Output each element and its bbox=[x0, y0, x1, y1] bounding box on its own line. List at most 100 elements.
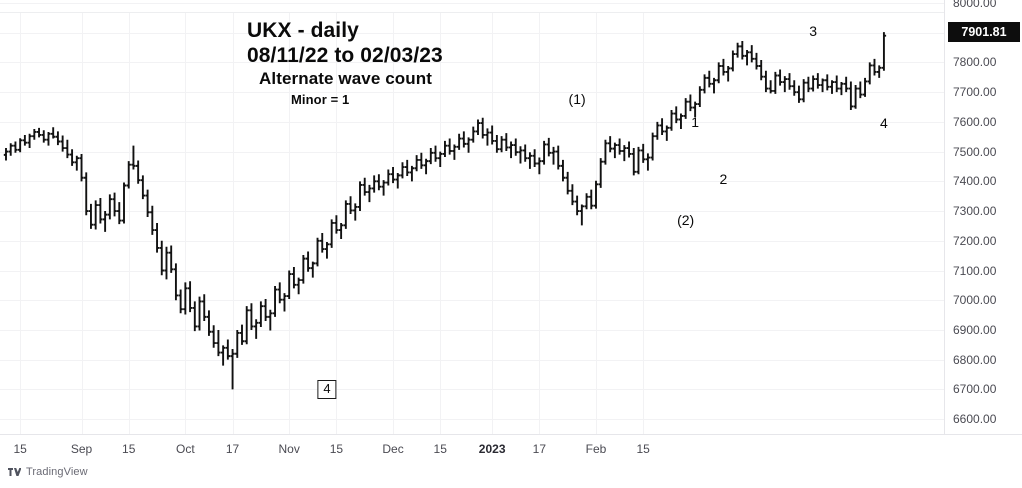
ohlc-bar bbox=[386, 169, 391, 186]
ohlc-bar bbox=[796, 85, 802, 103]
ohlc-bar bbox=[589, 189, 594, 210]
ohlc-bar bbox=[98, 197, 103, 224]
time-tick-label: Oct bbox=[176, 442, 195, 456]
price-tick-label: 6700.00 bbox=[953, 382, 997, 397]
watermark: TradingView bbox=[8, 466, 88, 478]
price-tick-label: 7200.00 bbox=[953, 233, 997, 248]
ohlc-bar bbox=[744, 49, 750, 66]
ohlc-bar bbox=[428, 148, 433, 165]
ohlc-bar bbox=[480, 117, 485, 139]
ohlc-bar bbox=[433, 145, 438, 162]
ohlc-bar bbox=[272, 285, 278, 317]
ohlc-bar bbox=[320, 233, 325, 253]
ohlc-bar bbox=[263, 299, 268, 322]
ohlc-bar bbox=[735, 42, 740, 58]
ohlc-bar bbox=[848, 81, 854, 110]
ohlc-bar bbox=[749, 45, 754, 63]
ohlc-bar bbox=[187, 281, 193, 313]
ohlc-bar bbox=[230, 348, 235, 390]
ohlc-bar bbox=[763, 70, 769, 93]
ohlc-bar bbox=[65, 139, 70, 159]
ohlc-bar bbox=[197, 296, 202, 331]
ohlc-bar bbox=[485, 128, 490, 146]
last-price-badge[interactable]: 7901.81 bbox=[948, 22, 1020, 43]
ohlc-bar bbox=[565, 171, 570, 195]
ohlc-bar bbox=[27, 133, 32, 149]
ohlc-bar bbox=[145, 189, 150, 217]
ohlc-bar bbox=[211, 325, 216, 348]
ohlc-bar bbox=[225, 339, 231, 360]
price-tick-label: 7800.00 bbox=[953, 55, 997, 70]
ohlc-bar bbox=[574, 195, 580, 216]
ohlc-bar bbox=[235, 329, 240, 358]
ohlc-bar bbox=[371, 175, 377, 193]
price-axis[interactable]: 8000.007900.007800.007700.007600.007500.… bbox=[944, 0, 1022, 434]
ohlc-bar bbox=[513, 138, 518, 156]
ohlc-bar bbox=[541, 140, 547, 165]
chart-plot-area[interactable]: (1) (2) 1 2 3 4 4 bbox=[0, 0, 944, 434]
ohlc-bar bbox=[150, 205, 155, 235]
time-tick-label: 15 bbox=[636, 442, 650, 456]
ohlc-bar bbox=[107, 194, 113, 220]
price-tick-label: 7000.00 bbox=[953, 293, 997, 308]
ohlc-bar bbox=[518, 146, 523, 164]
price-tick-label: 7300.00 bbox=[953, 204, 997, 219]
ohlc-bar bbox=[102, 211, 108, 232]
ohlc-bar bbox=[773, 71, 778, 94]
ohlc-bar bbox=[183, 282, 188, 315]
ohlc-bar bbox=[253, 319, 259, 339]
ohlc-bar bbox=[494, 134, 500, 153]
ohlc-bar bbox=[456, 133, 462, 150]
ohlc-bar bbox=[447, 138, 452, 155]
tradingview-logo-icon bbox=[8, 468, 21, 476]
ohlc-bar bbox=[867, 62, 872, 85]
ohlc-bar bbox=[834, 75, 839, 93]
ohlc-bar bbox=[329, 219, 334, 248]
ohlc-bar bbox=[810, 75, 816, 92]
ohlc-bar bbox=[466, 137, 471, 153]
ohlc-bar bbox=[641, 143, 646, 163]
ohlc-bar bbox=[740, 41, 745, 60]
ohlc-bar bbox=[853, 85, 858, 109]
ohlc-bar bbox=[409, 165, 415, 182]
ohlc-bar bbox=[367, 184, 372, 203]
ohlc-bar bbox=[617, 138, 622, 155]
ohlc-bar bbox=[678, 113, 684, 130]
ohlc-bar bbox=[839, 82, 844, 96]
price-tick-label: 6900.00 bbox=[953, 322, 997, 337]
ohlc-bar bbox=[508, 141, 514, 159]
ohlc-bar bbox=[362, 177, 367, 196]
price-tick-label: 7600.00 bbox=[953, 114, 997, 129]
ohlc-bar bbox=[551, 146, 556, 165]
ohlc-bar bbox=[395, 173, 400, 189]
ohlc-bar bbox=[239, 324, 245, 345]
ohlc-bar bbox=[268, 309, 273, 331]
ohlc-bar bbox=[792, 80, 797, 96]
price-tick-label: 8000.00 bbox=[953, 0, 997, 10]
ohlc-bar bbox=[669, 109, 674, 131]
ohlc-bar bbox=[598, 158, 603, 188]
ohlc-bar bbox=[877, 65, 882, 78]
ohlc-bar bbox=[730, 50, 736, 72]
ohlc-bar bbox=[390, 167, 396, 184]
ohlc-bar bbox=[655, 121, 660, 140]
time-axis[interactable]: 15 Sep 15 Oct 17 Nov 15 Dec 15 2023 17 Feb 15 bbox=[0, 434, 1022, 464]
ohlc-bar bbox=[131, 145, 136, 170]
ohlc-bar bbox=[69, 149, 75, 166]
ohlc-bar bbox=[348, 196, 353, 215]
ohlc-bar bbox=[471, 126, 476, 143]
time-tick-label: 17 bbox=[225, 442, 240, 456]
ohlc-bar bbox=[315, 237, 320, 267]
ohlc-bar bbox=[881, 32, 887, 71]
ohlc-bar bbox=[862, 77, 868, 97]
ohlc-series bbox=[3, 32, 887, 390]
time-tick-label: 15 bbox=[122, 442, 136, 456]
ohlc-bar bbox=[645, 153, 651, 171]
ohlc-bar bbox=[22, 134, 28, 146]
ohlc-bar bbox=[537, 157, 542, 175]
ohlc-bar bbox=[60, 135, 65, 152]
ohlc-bar bbox=[13, 141, 18, 153]
ohlc-bar bbox=[716, 62, 721, 84]
ohlc-bar bbox=[296, 277, 301, 295]
ohlc-bar bbox=[777, 69, 783, 86]
